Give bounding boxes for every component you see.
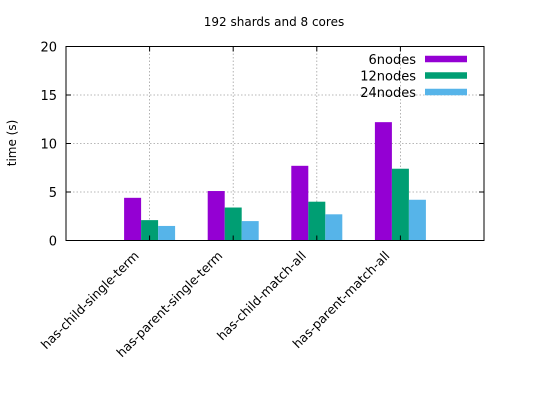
x-tick-label: has-child-match-all <box>214 248 309 343</box>
bar <box>158 225 176 241</box>
legend-label: 12nodes <box>360 70 416 85</box>
bar <box>408 199 426 241</box>
bar <box>141 220 159 241</box>
y-tick-label: 10 <box>40 138 57 153</box>
bar <box>224 207 242 241</box>
y-tick-label: 0 <box>49 235 57 250</box>
legend-label: 6nodes <box>369 53 417 68</box>
bar <box>291 165 309 241</box>
bar <box>124 197 142 241</box>
bars <box>124 122 426 241</box>
bar <box>241 221 259 241</box>
legend-label: 24nodes <box>360 86 416 101</box>
bar <box>374 122 392 241</box>
bar <box>308 201 326 241</box>
chart-title: 192 shards and 8 cores <box>204 15 344 29</box>
x-tick-label: has-parent-match-all <box>289 248 392 351</box>
y-tick-label: 15 <box>40 89 57 104</box>
bar <box>325 214 343 241</box>
legend-swatch <box>425 88 467 96</box>
y-axis-label: time (s) <box>5 120 19 167</box>
legend-swatch <box>425 72 467 79</box>
y-tick-label: 20 <box>40 41 57 56</box>
bar <box>391 168 409 241</box>
bar <box>207 191 225 241</box>
y-tick-label: 5 <box>49 186 57 201</box>
legend-swatch <box>425 55 467 63</box>
